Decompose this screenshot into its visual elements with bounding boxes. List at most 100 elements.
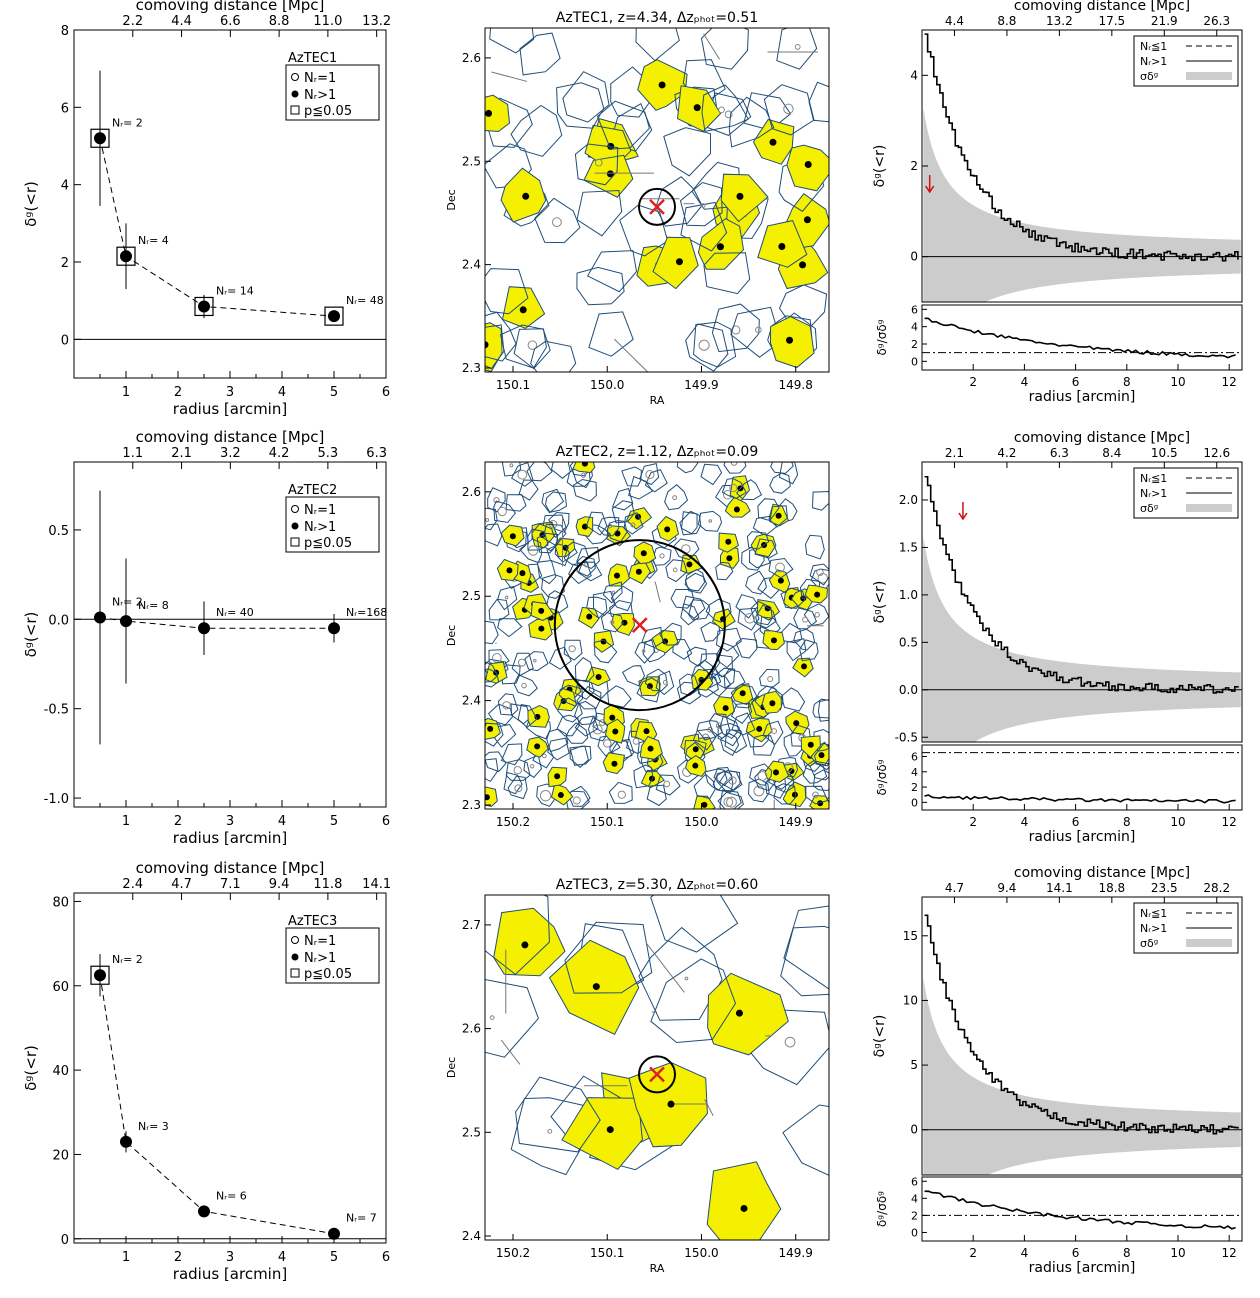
masked-region xyxy=(611,590,616,595)
galaxy-point xyxy=(487,725,494,732)
masked-region xyxy=(547,1128,553,1134)
x-tick-label: 4 xyxy=(278,385,286,400)
voronoi-cell xyxy=(724,729,748,754)
map-x-tick-label: 150.1 xyxy=(590,1246,624,1260)
voronoi-cell xyxy=(597,516,620,537)
voronoi-cell xyxy=(659,622,682,646)
search-radius-circle xyxy=(638,1055,676,1094)
top-tick-label: 2.2 xyxy=(122,14,143,29)
significance-frame xyxy=(921,744,1243,811)
galaxy-point xyxy=(726,555,733,562)
voronoi-cell xyxy=(754,538,778,559)
point-annotation: Nᵣ= 7 xyxy=(346,1212,377,1225)
voronoi-cell xyxy=(548,511,570,533)
x-tick-label: 2 xyxy=(174,814,182,829)
data-point xyxy=(94,132,106,145)
map-y-tick-label: 2.4 xyxy=(462,694,481,708)
significance-y-tick-label: 6 xyxy=(911,303,918,316)
voronoi-cell xyxy=(655,774,681,796)
galaxy-point xyxy=(733,506,740,513)
map-y-label: Dec xyxy=(445,625,458,646)
profile-x-tick-label: 6 xyxy=(1072,375,1080,389)
voronoi-cell xyxy=(804,534,825,560)
voronoi-cell xyxy=(762,720,784,746)
map-x-tick-label: 150.0 xyxy=(684,1246,718,1260)
voronoi-cell xyxy=(485,751,507,773)
voronoi-cell xyxy=(569,462,592,477)
top-axis-label: comoving distance [Mpc] xyxy=(136,0,325,14)
profile-top-tick-label: 13.2 xyxy=(1046,14,1073,28)
galaxy-point xyxy=(778,242,786,250)
profile-y-tick-label: 15 xyxy=(903,929,918,943)
data-point xyxy=(328,622,340,635)
map-title: AzTEC2, z=1.12, Δzₚₕₒₜ=0.09 xyxy=(556,444,758,460)
galaxy-point xyxy=(611,760,618,767)
red-arrow-head xyxy=(925,185,935,194)
voronoi-cell xyxy=(558,684,584,707)
voronoi-cell xyxy=(500,743,523,766)
point-annotation: Nᵣ=168 xyxy=(346,606,387,619)
voronoi-cell xyxy=(780,587,806,609)
top-axis-label: comoving distance [Mpc] xyxy=(136,859,325,877)
masked-region xyxy=(568,645,576,653)
masked-region xyxy=(718,106,725,114)
voronoi-cell xyxy=(721,477,747,499)
map-y-tick-label: 2.7 xyxy=(462,918,481,932)
voronoi-cell xyxy=(600,612,624,633)
significance-y-tick-label: 0 xyxy=(911,1226,918,1239)
masked-region xyxy=(514,784,523,793)
galaxy-point xyxy=(485,109,493,117)
voronoi-cell xyxy=(650,958,737,1044)
top-tick-label: 4.4 xyxy=(171,14,192,29)
legend-entry: Nᵣ≦1 xyxy=(1140,472,1167,485)
y-tick-label: -0.5 xyxy=(44,703,69,718)
data-point xyxy=(120,250,132,263)
masked-region xyxy=(580,472,587,478)
profile-top-tick-label: 26.3 xyxy=(1203,14,1230,28)
galaxy-point xyxy=(736,192,744,200)
profile-y-tick-label: 2 xyxy=(910,159,918,173)
y-tick-label: 0.0 xyxy=(48,613,69,628)
legend-entry: Nᵣ>1 xyxy=(304,88,336,103)
voronoi-cell xyxy=(576,685,602,710)
y-axis-label: δᵍ(<r) xyxy=(22,181,40,227)
profile-content xyxy=(922,33,1242,302)
map-frame xyxy=(484,894,830,1241)
y-axis-label: δᵍ(<r) xyxy=(22,612,40,658)
voronoi-cell xyxy=(593,639,618,664)
significance-profile xyxy=(924,1190,1236,1230)
map-content xyxy=(485,462,829,809)
voronoi-cell xyxy=(485,268,529,315)
mask-line xyxy=(654,581,661,603)
overdensity-profile xyxy=(924,914,1239,1135)
voronoi-cell xyxy=(696,720,723,741)
dashed-trend-line xyxy=(99,138,335,317)
voronoi-cell xyxy=(786,144,829,192)
voronoi-cell xyxy=(780,687,806,712)
galaxy-point xyxy=(554,773,561,780)
y-tick-label: 8 xyxy=(61,24,69,39)
scatter-panel-aztec3: 1 2 3 4 5 6 2.4 4.7 7.1 9.4 11.8 14.1 0 20 40 60 80 radiu… xyxy=(22,859,391,1283)
voronoi-cell xyxy=(665,559,688,583)
voronoi-cell xyxy=(746,531,770,550)
galaxy-point xyxy=(586,613,593,620)
voronoi-cell xyxy=(755,604,777,629)
voronoi-cell xyxy=(511,462,534,487)
galaxy-point xyxy=(538,625,545,632)
y-tick-label: 4 xyxy=(61,179,69,194)
x-tick-label: 5 xyxy=(330,814,338,829)
profile-top-tick-label: 21.9 xyxy=(1151,14,1178,28)
point-annotation: Nᵣ= 6 xyxy=(216,1189,247,1202)
voronoi-cell xyxy=(757,498,780,522)
voronoi-cell xyxy=(576,266,625,306)
top-tick-label: 11.8 xyxy=(313,877,342,892)
galaxy-point xyxy=(646,683,653,690)
voronoi-cell xyxy=(763,84,815,136)
voronoi-cell xyxy=(536,532,559,554)
map-y-tick-label: 2.4 xyxy=(462,1229,481,1243)
voronoi-cell xyxy=(585,511,608,536)
voronoi-cell xyxy=(513,674,538,697)
map-x-tick-label: 149.9 xyxy=(779,1246,813,1260)
masked-region xyxy=(729,483,738,493)
voronoi-cell xyxy=(803,603,829,627)
